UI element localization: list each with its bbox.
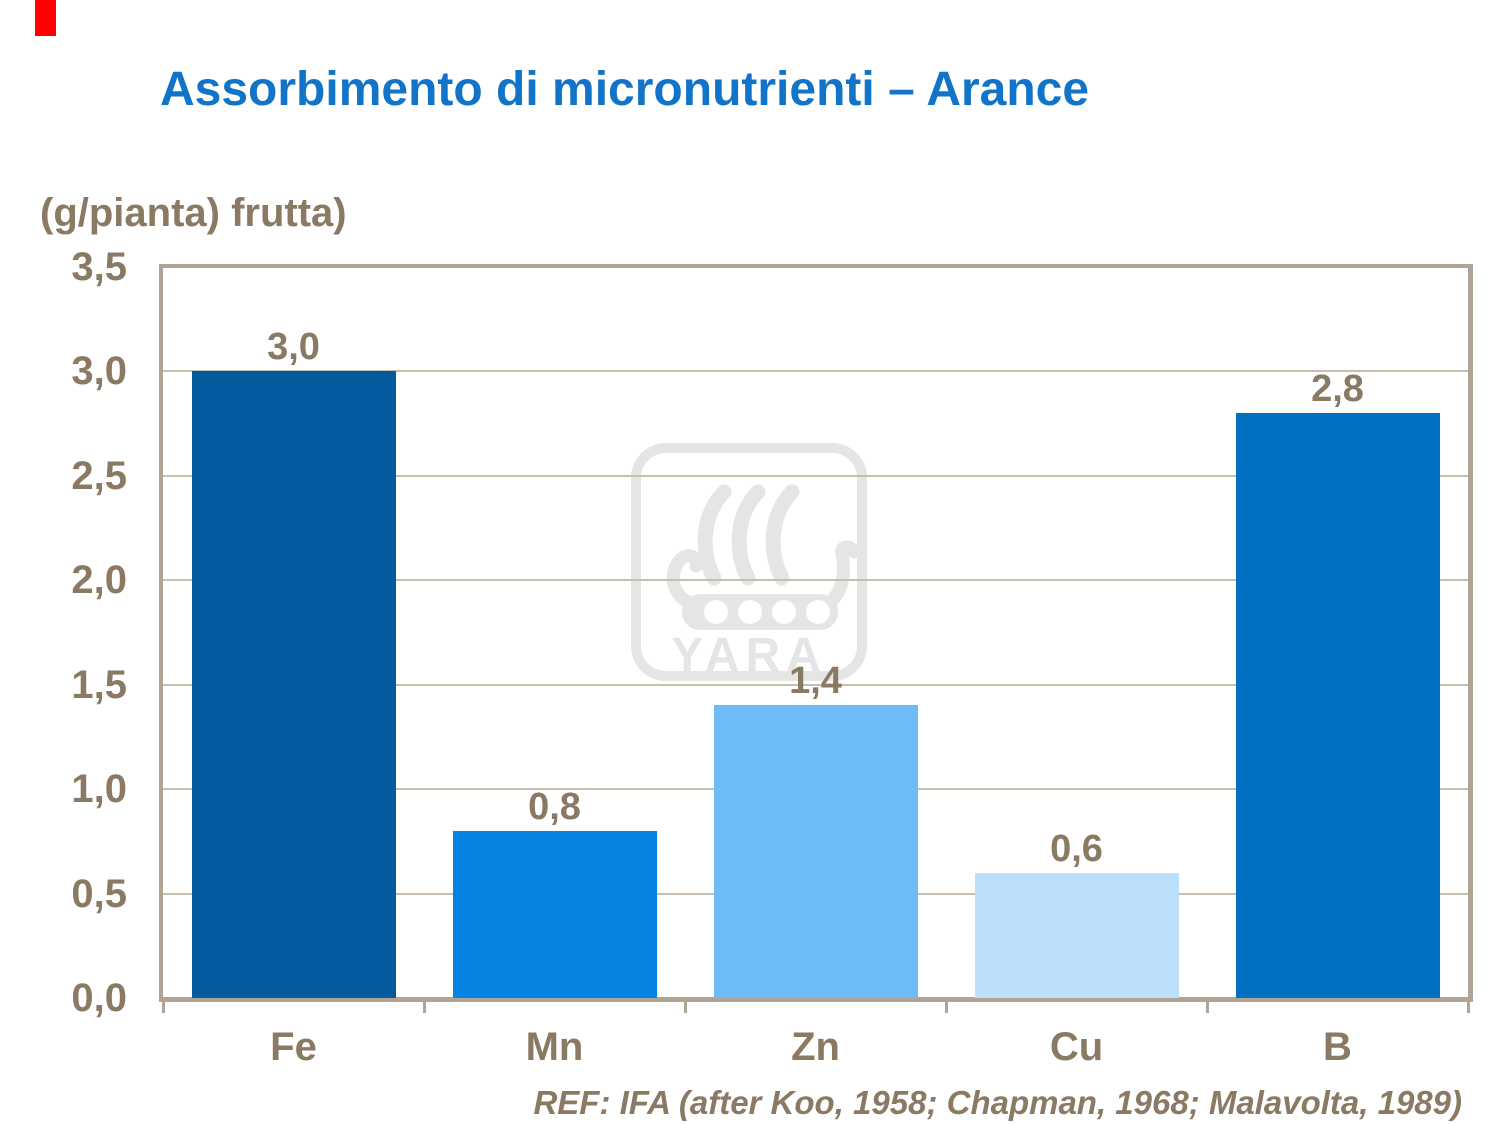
y-axis-unit-label: (g/pianta) frutta)	[40, 191, 347, 235]
ship-hull	[682, 594, 838, 630]
reference-text: REF: IFA (after Koo, 1958; Chapman, 1968…	[533, 1084, 1462, 1121]
gridline-1,5	[163, 683, 1468, 686]
gridline-3,0	[163, 370, 1468, 372]
watermark-wordmark: YARA	[671, 629, 827, 682]
y-tick-label-2,5: 2,5	[71, 453, 127, 498]
bar-Fe	[191, 371, 396, 998]
y-tick-label-3,0: 3,0	[71, 349, 127, 393]
bar-Mn	[452, 830, 657, 998]
x-axis-tick	[1467, 1002, 1470, 1013]
category-label-Mn: Mn	[525, 1025, 584, 1069]
y-axis-line	[159, 264, 163, 1002]
watermark-frame	[631, 443, 867, 681]
x-axis-tick	[684, 1002, 687, 1013]
bar-Zn	[713, 705, 918, 998]
gridline-2,5	[163, 474, 1468, 477]
y-tick-label-1,0: 1,0	[71, 767, 127, 811]
value-label-Mn: 0,8	[528, 785, 581, 828]
x-axis-tick	[945, 1002, 948, 1013]
red-marker	[35, 0, 56, 36]
value-label-Cu: 0,6	[1050, 827, 1103, 870]
y-tick-label-3,5: 3,5	[71, 244, 127, 289]
value-label-Fe: 3,0	[267, 326, 320, 368]
value-label-B: 2,8	[1311, 367, 1364, 410]
plot-border-top	[159, 264, 1473, 268]
y-tick-label-0,0: 0,0	[71, 976, 127, 1020]
ship-sails	[697, 484, 800, 586]
y-tick-label-1,5: 1,5	[71, 662, 127, 707]
bar-B	[1235, 412, 1440, 998]
bar-Cu	[974, 872, 1179, 998]
category-label-B: B	[1323, 1025, 1352, 1069]
y-tick-label-2,0: 2,0	[71, 558, 127, 602]
x-axis-line	[159, 997, 1473, 1002]
chart-title: Assorbimento di micronutrienti – Arance	[160, 63, 1090, 116]
plot-border-right	[1468, 264, 1473, 1002]
category-label-Fe: Fe	[270, 1025, 317, 1069]
gridline-2,0	[163, 579, 1468, 581]
ship-prow-stern	[666, 540, 861, 613]
x-axis-tick	[1206, 1002, 1209, 1013]
category-label-Zn: Zn	[791, 1025, 840, 1069]
value-label-Zn: 1,4	[789, 660, 842, 703]
x-axis-tick	[162, 1002, 165, 1013]
yara-logo-watermark: YARA	[630, 442, 868, 682]
x-axis-tick	[423, 1002, 426, 1013]
y-tick-label-0,5: 0,5	[71, 871, 127, 916]
category-label-Cu: Cu	[1049, 1025, 1104, 1069]
viking-ship-icon: YARA	[631, 443, 867, 682]
